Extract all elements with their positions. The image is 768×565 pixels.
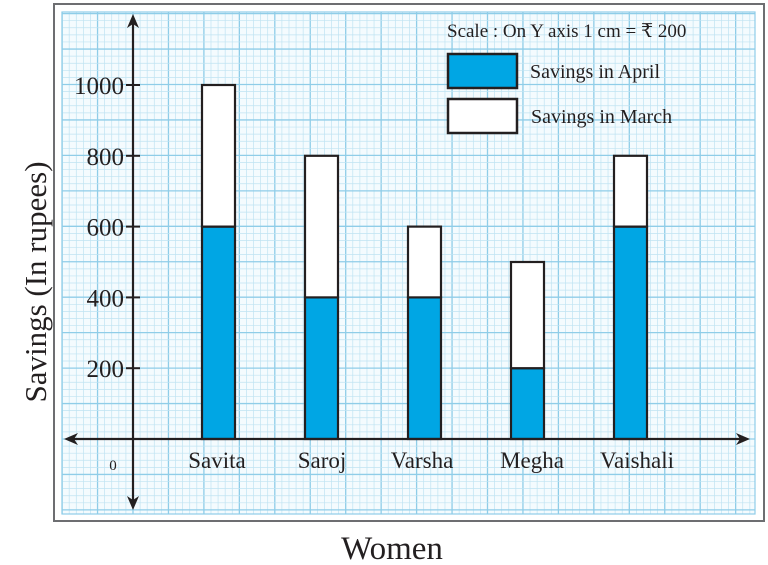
y-ticks: 200 400 600 800 1000 — [74, 73, 140, 383]
y-axis-arrow-up — [127, 14, 139, 28]
bar-saroj-april — [303, 296, 340, 441]
x-tick-labels: Savita Saroj Varsha Megha Vaishali — [188, 448, 674, 473]
legend-label-march: Savings in March — [531, 106, 672, 128]
bar-saroj-march — [303, 154, 340, 299]
bar-varsha-april — [406, 296, 443, 441]
legend-label-april: Savings in April — [530, 61, 660, 83]
y-tick-label: 800 — [87, 144, 125, 171]
legend-swatch-april — [446, 52, 519, 90]
bar-savita-march — [200, 83, 237, 228]
bar-savita-april — [200, 225, 237, 441]
legend-swatch-march — [446, 97, 519, 135]
grid-border — [61, 11, 756, 515]
x-tick-label: Savita — [188, 448, 246, 473]
y-tick-label: 600 — [87, 215, 125, 242]
x-axis-arrow-right — [736, 433, 750, 445]
x-tick-label: Varsha — [391, 448, 454, 473]
y-tick-label: 400 — [87, 285, 125, 312]
bars — [200, 83, 649, 441]
y-tick-label: 200 — [87, 356, 125, 383]
y-axis-title: Savings (In rupees) — [18, 161, 53, 402]
bar-vaishali-march — [612, 154, 649, 228]
legend: Scale : On Y axis 1 cm = ₹ 200 Savings i… — [446, 21, 686, 135]
scale-note: Scale : On Y axis 1 cm = ₹ 200 — [447, 21, 686, 42]
y-axis-arrow-down — [127, 496, 139, 510]
origin-label: 0 — [109, 458, 117, 474]
bar-vaishali-april — [612, 225, 649, 441]
axes — [64, 14, 750, 510]
bar-varsha-march — [406, 225, 443, 299]
x-tick-label: Vaishali — [600, 448, 674, 473]
bar-megha-april — [509, 367, 546, 441]
bar-megha-march — [509, 260, 546, 370]
x-tick-label: Saroj — [298, 448, 347, 473]
y-tick-label: 1000 — [74, 73, 124, 100]
x-axis-arrow-left — [64, 433, 78, 445]
x-tick-label: Megha — [500, 448, 564, 473]
x-axis-title: Women — [341, 531, 443, 565]
